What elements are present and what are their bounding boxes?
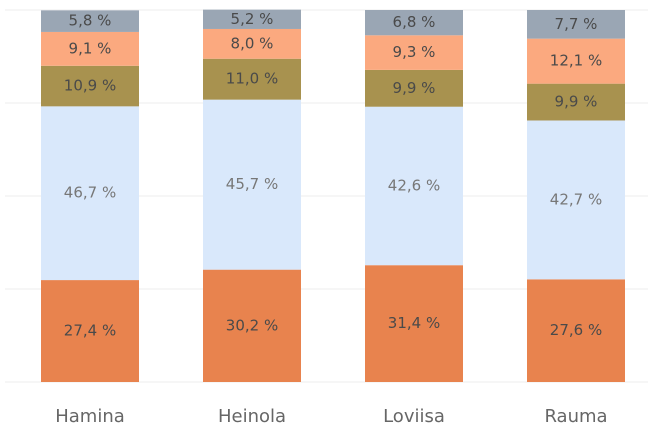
value-label: 42,6 % — [388, 176, 440, 194]
bar-segment — [203, 9, 301, 29]
value-label: 9,3 % — [393, 43, 436, 61]
value-label: 31,4 % — [388, 314, 440, 332]
x-tick-label: Heinola — [218, 406, 286, 427]
bar-segment — [365, 10, 463, 36]
bar-segment — [527, 83, 625, 121]
value-label: 46,7 % — [64, 184, 116, 202]
bar-segment — [203, 99, 301, 270]
value-label: 5,2 % — [231, 10, 274, 28]
bar-segment — [365, 265, 463, 382]
value-label: 9,1 % — [69, 39, 112, 57]
bar-segment — [203, 28, 301, 59]
x-tick-label: Loviisa — [383, 406, 445, 427]
bar-segment — [527, 279, 625, 382]
value-label: 27,4 % — [64, 322, 116, 340]
value-label: 30,2 % — [226, 316, 278, 334]
bar-segment — [365, 35, 463, 70]
bar-segment — [527, 120, 625, 280]
value-label: 45,7 % — [226, 175, 278, 193]
bar-segment — [527, 38, 625, 84]
x-tick-label: Rauma — [544, 406, 607, 427]
bar-segment — [527, 10, 625, 39]
bar-segment — [41, 31, 139, 66]
value-label: 27,6 % — [550, 321, 602, 339]
value-label: 9,9 % — [555, 93, 598, 111]
bar-segment — [41, 65, 139, 107]
value-label: 10,9 % — [64, 77, 116, 95]
value-label: 11,0 % — [226, 70, 278, 88]
x-tick-label: Hamina — [55, 406, 125, 427]
bar-segment — [203, 269, 301, 382]
value-label: 9,9 % — [393, 79, 436, 97]
value-label: 42,7 % — [550, 190, 602, 208]
bar-segment — [41, 106, 139, 281]
value-label: 5,8 % — [69, 12, 112, 30]
bar-segment — [203, 58, 301, 100]
bar-segment — [365, 69, 463, 107]
bar-segment — [41, 10, 139, 32]
bar-segment — [41, 280, 139, 382]
value-label: 8,0 % — [231, 34, 274, 52]
value-label: 7,7 % — [555, 15, 598, 33]
bar-segment — [365, 106, 463, 266]
value-label: 6,8 % — [393, 13, 436, 31]
value-label: 12,1 % — [550, 52, 602, 70]
